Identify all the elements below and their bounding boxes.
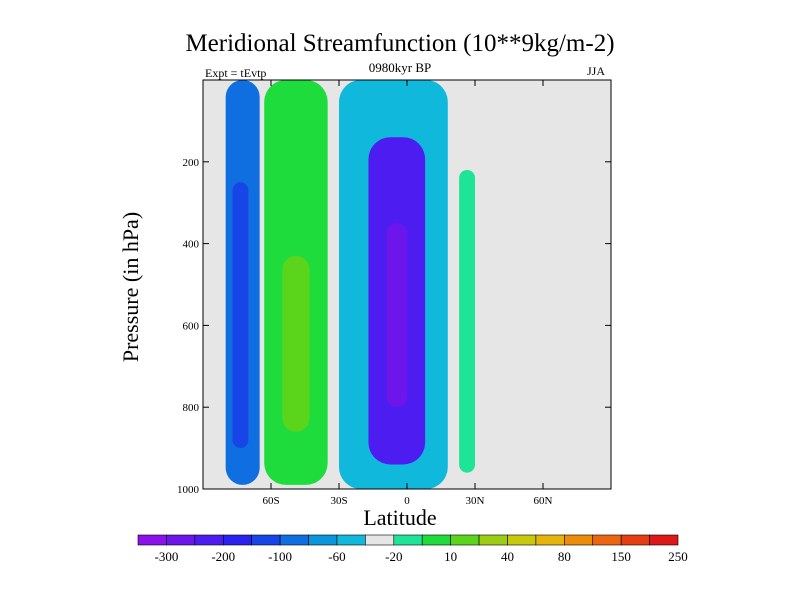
colorbar-label: 80 [558, 549, 571, 564]
colorbar-label: -300 [154, 549, 178, 564]
colorbar-swatch [450, 534, 480, 546]
colorbar-swatch [137, 534, 167, 546]
colorbar-swatch [222, 534, 252, 546]
colorbar-swatch [393, 534, 423, 546]
colorbar-swatch [620, 534, 650, 546]
colorbar-label: -100 [268, 549, 292, 564]
colorbar-swatch [564, 534, 594, 546]
colorbar-label: -60 [328, 549, 345, 564]
southern-ferrel-inner [282, 255, 310, 432]
y-tick-label: 400 [183, 239, 200, 251]
x-tick-label: 30S [330, 495, 347, 507]
colorbar-label: -200 [211, 549, 235, 564]
y-tick-label: 800 [183, 402, 200, 414]
colorbar-label: 10 [444, 549, 457, 564]
y-tick-label: 600 [183, 320, 200, 332]
south-left-inner [232, 182, 249, 449]
experiment-label: Expt = tEvtp [205, 66, 267, 80]
colorbar-swatch [166, 534, 196, 546]
x-tick-label: 60N [534, 495, 553, 507]
time-label: 0980kyr BP [368, 60, 432, 75]
colorbar-swatch [649, 534, 679, 546]
colorbar-swatch [279, 534, 309, 546]
colorbar-swatch [592, 534, 622, 546]
y-tick-label: 200 [183, 157, 200, 169]
x-tick-label: 30N [466, 495, 485, 507]
colorbar-label: -20 [385, 549, 402, 564]
colorbar-swatch [478, 534, 508, 546]
y-axis-label: Pressure (in hPa) [118, 211, 143, 363]
x-axis-label: Latitude [363, 505, 437, 530]
colorbar-swatch [194, 534, 224, 546]
colorbar-label: 40 [501, 549, 514, 564]
colorbar-swatch [507, 534, 537, 546]
colorbar-label: 250 [668, 549, 688, 564]
northern-cell [459, 169, 475, 473]
colorbar-swatch [251, 534, 281, 546]
season-label: JJA [586, 64, 605, 78]
chart-title: Meridional Streamfunction (10**9kg/m-2) [185, 30, 615, 57]
colorbar-swatch [365, 534, 395, 546]
colorbar-swatch [535, 534, 565, 546]
colorbar-swatch [421, 534, 451, 546]
y-tick-label: 1000 [177, 484, 200, 496]
colorbar-label: 150 [611, 549, 631, 564]
x-tick-label: 0 [404, 495, 410, 507]
colorbar-swatch [308, 534, 338, 546]
x-tick-label: 60S [262, 495, 279, 507]
hadley-center [386, 223, 407, 408]
colorbar-swatch [336, 534, 366, 546]
